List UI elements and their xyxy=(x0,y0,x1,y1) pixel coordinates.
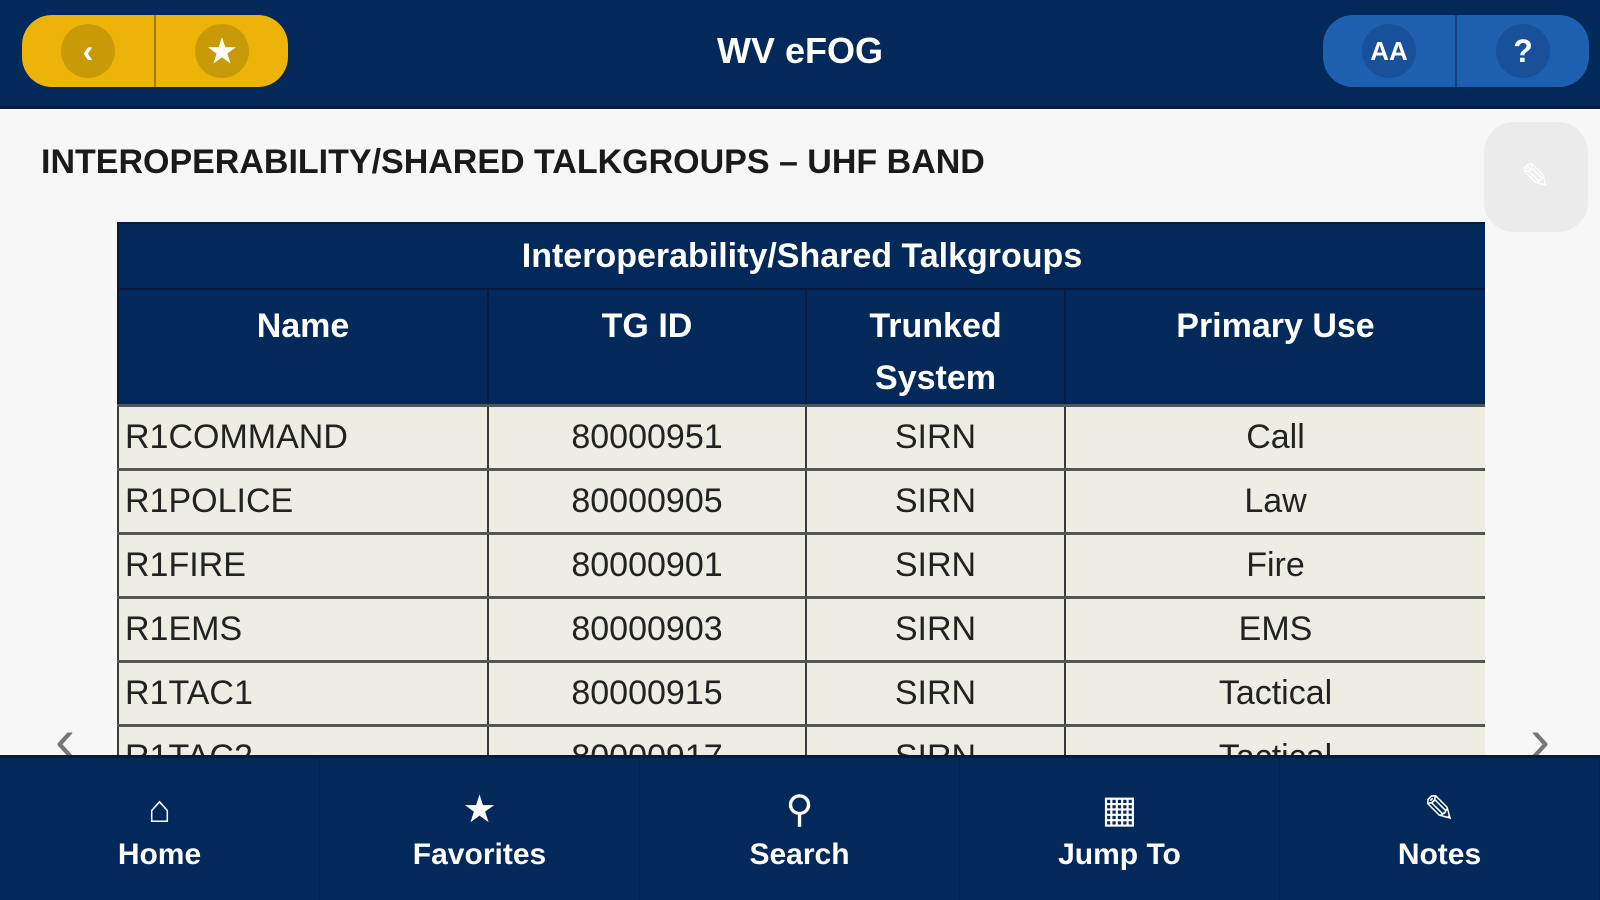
table-cell: Tactical xyxy=(1064,660,1485,727)
table-cell: R1TAC1 xyxy=(117,660,489,727)
table-cell: 80000901 xyxy=(487,532,807,599)
table-row: R1COMMAND 80000951 SIRN Call xyxy=(117,404,1485,471)
table-cell: SIRN xyxy=(805,660,1066,727)
page-title: INTEROPERABILITY/SHARED TALKGROUPS – UHF… xyxy=(41,143,985,181)
search-icon: ⚲ xyxy=(785,789,814,831)
bottom-nav: ⌂ Home ★ Favorites ⚲ Search ▦ Jump To ✎ Notes xyxy=(0,755,1600,900)
table-cell: R1COMMAND xyxy=(117,404,489,471)
table-cell: SIRN xyxy=(805,596,1066,663)
table-cell: R1TAC2 xyxy=(117,724,489,755)
column-header: Name xyxy=(117,288,489,407)
tools-button-group: AA ? xyxy=(1323,15,1589,87)
edit-note-button[interactable]: ✎ xyxy=(1484,122,1588,232)
table-cell: R1FIRE xyxy=(117,532,489,599)
table-cell: Call xyxy=(1064,404,1485,471)
nav-label: Search xyxy=(749,838,850,871)
table-cell: 80000915 xyxy=(487,660,807,727)
table-cell: SIRN xyxy=(805,404,1066,471)
table-caption: Interoperability/Shared Talkgroups xyxy=(117,222,1485,290)
table-cell: R1EMS xyxy=(117,596,489,663)
talkgroups-table: Interoperability/Shared Talkgroups Name T… xyxy=(117,222,1485,755)
table-cell: SIRN xyxy=(805,724,1066,755)
table-cell: Fire xyxy=(1064,532,1485,599)
nav-label: Notes xyxy=(1397,838,1482,871)
nav-notes[interactable]: ✎ Notes xyxy=(1280,758,1600,900)
table-cell: 80000903 xyxy=(487,596,807,663)
table-cell: 80000905 xyxy=(487,468,807,535)
table-row: R1FIRE 80000901 SIRN Fire xyxy=(117,532,1485,599)
app-title: WV eFOG xyxy=(716,30,883,71)
column-header: TG ID xyxy=(487,288,807,407)
column-header: Primary Use xyxy=(1064,288,1485,407)
table-cell: R1POLICE xyxy=(117,468,489,535)
column-header: Trunked System xyxy=(805,288,1066,407)
table-cell: EMS xyxy=(1064,596,1485,663)
chevron-left-icon: ‹ xyxy=(61,24,115,78)
text-size-icon: AA xyxy=(1362,24,1416,78)
nav-search[interactable]: ⚲ Search xyxy=(640,758,960,900)
nav-home[interactable]: ⌂ Home xyxy=(0,758,320,900)
nav-jump-to[interactable]: ▦ Jump To xyxy=(960,758,1280,900)
table-cell: Law xyxy=(1064,468,1485,535)
table-cell: 80000917 xyxy=(487,724,807,755)
top-bar: ‹ ★ WV eFOG AA ? xyxy=(0,0,1600,109)
grid-icon: ▦ xyxy=(1101,789,1138,831)
nav-button-group: ‹ ★ xyxy=(22,15,288,87)
star-icon: ★ xyxy=(195,24,249,78)
nav-favorites[interactable]: ★ Favorites xyxy=(320,758,640,900)
help-icon: ? xyxy=(1496,24,1550,78)
star-icon: ★ xyxy=(462,789,497,831)
home-icon: ⌂ xyxy=(148,789,171,831)
nav-label: Favorites xyxy=(412,838,547,871)
favorite-button[interactable]: ★ xyxy=(154,15,288,87)
help-button[interactable]: ? xyxy=(1455,15,1589,87)
table-row: R1POLICE 80000905 SIRN Law xyxy=(117,468,1485,535)
pencil-icon: ✎ xyxy=(1520,156,1552,197)
table-row: R1TAC1 80000915 SIRN Tactical xyxy=(117,660,1485,727)
table-cell: SIRN xyxy=(805,468,1066,535)
table-row: R1EMS 80000903 SIRN EMS xyxy=(117,596,1485,663)
table-row: R1TAC280000917SIRNTactical xyxy=(117,724,1485,755)
back-button[interactable]: ‹ xyxy=(22,15,154,87)
nav-label: Home xyxy=(117,838,202,871)
table-cell: Tactical xyxy=(1064,724,1485,755)
text-size-button[interactable]: AA xyxy=(1323,15,1455,87)
nav-label: Jump To xyxy=(1058,838,1181,871)
table-cell: 80000951 xyxy=(487,404,807,471)
pencil-icon: ✎ xyxy=(1423,789,1456,831)
table-cell: SIRN xyxy=(805,532,1066,599)
